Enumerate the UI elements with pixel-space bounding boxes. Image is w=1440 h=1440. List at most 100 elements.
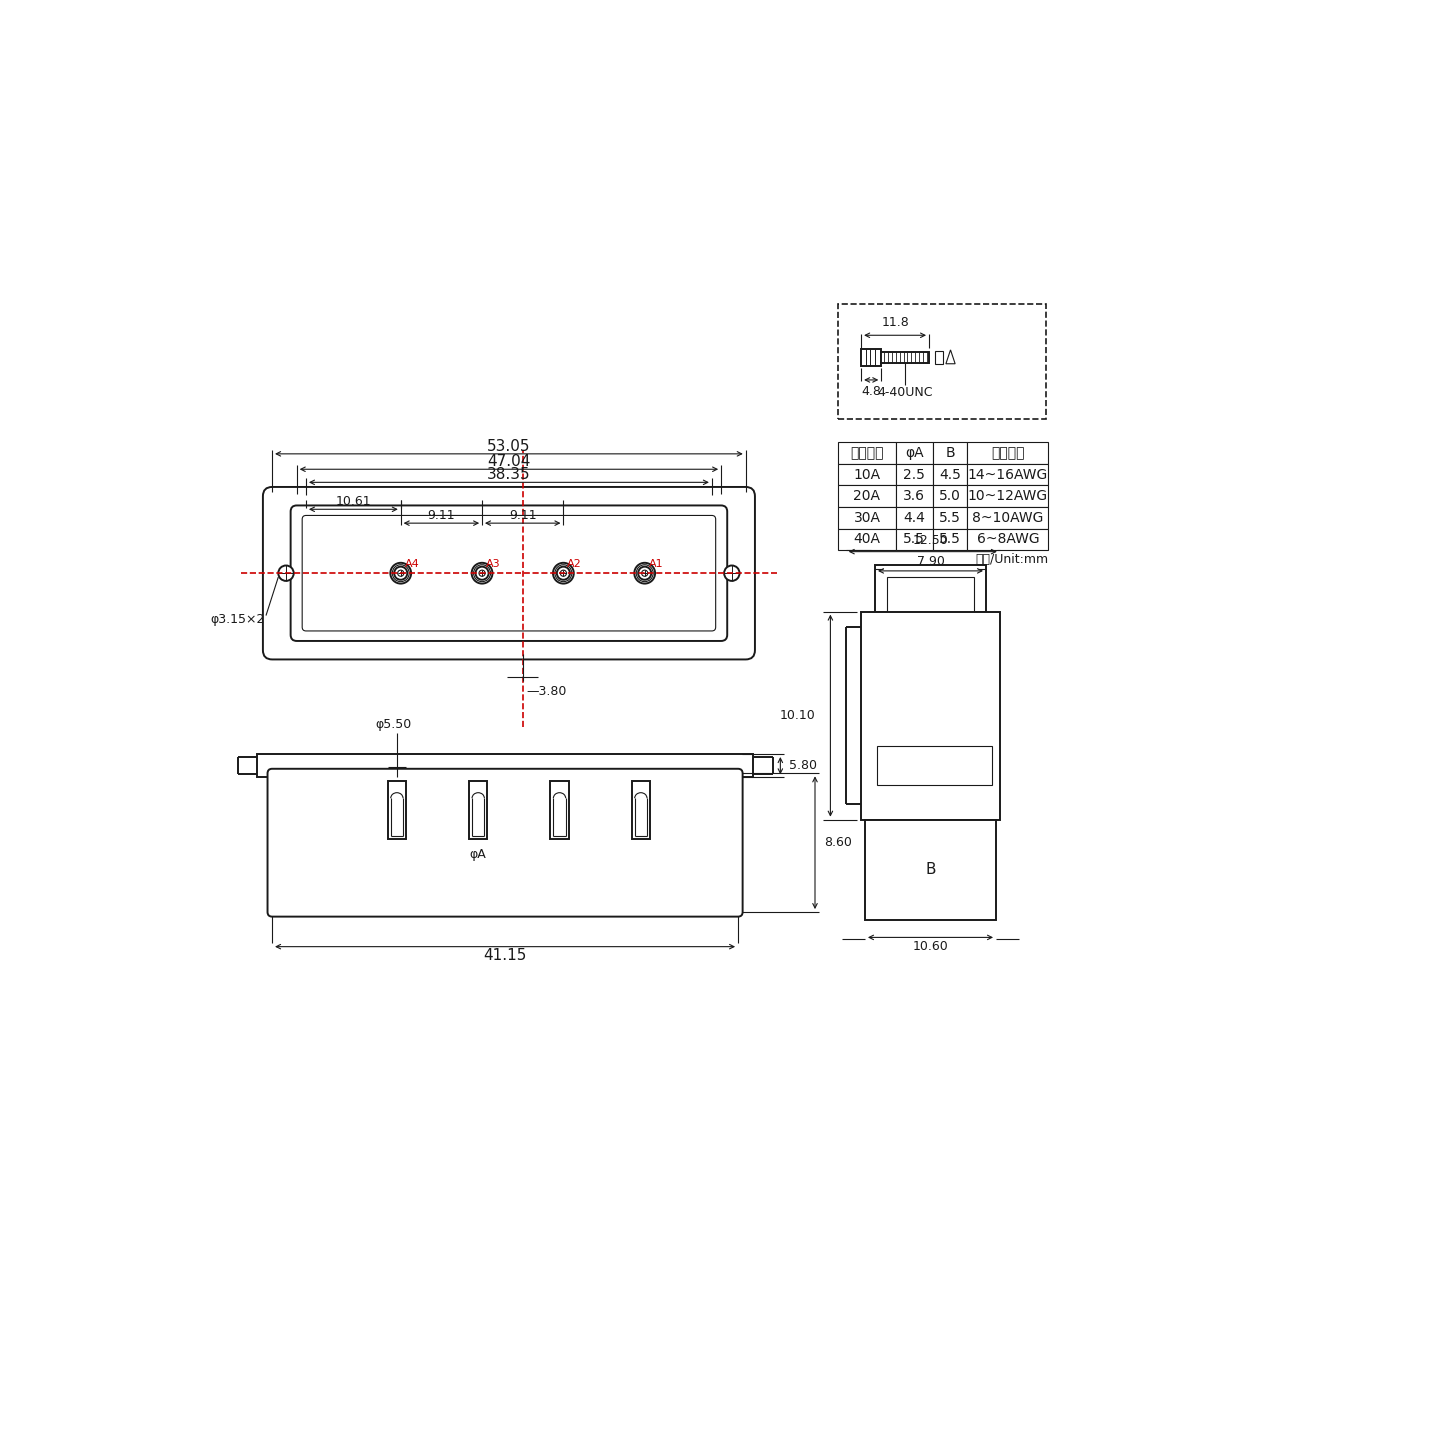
Bar: [968, 442, 1048, 464]
Bar: [968, 507, 1048, 528]
Circle shape: [636, 564, 654, 582]
FancyBboxPatch shape: [268, 769, 743, 917]
Text: 7.90: 7.90: [917, 556, 945, 569]
Text: 11.8: 11.8: [881, 317, 909, 330]
Text: 3.6: 3.6: [903, 490, 926, 503]
Bar: [935, 351, 943, 364]
Circle shape: [392, 564, 409, 582]
Text: 10.61: 10.61: [336, 495, 372, 508]
Text: φ5.50: φ5.50: [374, 719, 412, 732]
Bar: [887, 577, 975, 612]
Text: φ3.15×2: φ3.15×2: [210, 613, 265, 626]
Bar: [838, 464, 896, 485]
Text: A2: A2: [567, 559, 582, 569]
Text: 53.05: 53.05: [487, 439, 531, 454]
Polygon shape: [946, 350, 955, 364]
Bar: [861, 612, 999, 819]
Bar: [896, 464, 933, 485]
Bar: [838, 507, 896, 528]
Text: 5.80: 5.80: [789, 759, 818, 772]
Text: 额定电流: 额定电流: [850, 446, 884, 459]
Bar: [865, 819, 996, 920]
Text: 4.8: 4.8: [861, 384, 881, 397]
Text: 9.11: 9.11: [508, 508, 537, 521]
Bar: [968, 528, 1048, 550]
Text: 4.5: 4.5: [939, 468, 960, 481]
Text: 6~8AWG: 6~8AWG: [976, 533, 1040, 546]
Text: B: B: [926, 863, 936, 877]
Bar: [632, 780, 649, 840]
Circle shape: [390, 563, 412, 583]
Bar: [933, 507, 968, 528]
Text: 20A: 20A: [854, 490, 880, 503]
Text: 单位/Unit:mm: 单位/Unit:mm: [975, 553, 1048, 566]
Text: 5.5: 5.5: [903, 533, 926, 546]
Text: 38.35: 38.35: [487, 467, 531, 482]
Bar: [838, 528, 896, 550]
Text: 41.15: 41.15: [484, 949, 527, 963]
Bar: [933, 464, 968, 485]
Text: B: B: [945, 446, 955, 459]
Circle shape: [554, 564, 572, 582]
Text: 14~16AWG: 14~16AWG: [968, 468, 1048, 481]
Bar: [550, 780, 569, 840]
Bar: [896, 442, 933, 464]
Circle shape: [475, 567, 488, 580]
Bar: [838, 304, 1045, 419]
Bar: [256, 755, 753, 778]
Circle shape: [553, 563, 573, 583]
Text: A3: A3: [485, 559, 501, 569]
Bar: [896, 528, 933, 550]
Bar: [933, 485, 968, 507]
Bar: [861, 348, 881, 366]
Bar: [933, 528, 968, 550]
Bar: [877, 746, 992, 785]
Bar: [933, 442, 968, 464]
Text: 4-40UNC: 4-40UNC: [877, 386, 933, 399]
Text: A4: A4: [405, 559, 419, 569]
Text: φA: φA: [469, 848, 487, 861]
Text: 10A: 10A: [854, 468, 880, 481]
Text: 线材规格: 线材规格: [991, 446, 1025, 459]
Circle shape: [638, 567, 651, 580]
Text: 47.04: 47.04: [487, 454, 530, 469]
Circle shape: [472, 563, 492, 583]
Text: 5.5: 5.5: [939, 511, 960, 524]
Bar: [896, 507, 933, 528]
Text: 40A: 40A: [854, 533, 880, 546]
Bar: [838, 485, 896, 507]
Text: —3.80: —3.80: [527, 685, 567, 698]
Text: 10.60: 10.60: [913, 940, 949, 953]
Text: 9.11: 9.11: [428, 508, 455, 521]
Circle shape: [724, 566, 740, 580]
Bar: [968, 464, 1048, 485]
Bar: [968, 485, 1048, 507]
Circle shape: [557, 567, 570, 580]
Bar: [896, 485, 933, 507]
Circle shape: [642, 570, 648, 576]
Text: A1: A1: [648, 559, 664, 569]
Text: 10.10: 10.10: [779, 708, 815, 721]
Bar: [469, 780, 488, 840]
FancyBboxPatch shape: [291, 505, 727, 641]
Text: φA: φA: [904, 446, 923, 459]
Text: 12.50: 12.50: [913, 534, 949, 547]
Circle shape: [634, 563, 655, 583]
Bar: [387, 780, 406, 840]
FancyBboxPatch shape: [264, 487, 755, 660]
Text: 5.5: 5.5: [939, 533, 960, 546]
FancyBboxPatch shape: [302, 516, 716, 631]
Text: 8.60: 8.60: [824, 837, 852, 850]
Circle shape: [560, 570, 566, 576]
Circle shape: [474, 564, 491, 582]
Circle shape: [397, 570, 403, 576]
Text: 8~10AWG: 8~10AWG: [972, 511, 1044, 524]
Text: 2.5: 2.5: [903, 468, 926, 481]
Text: 5.0: 5.0: [939, 490, 960, 503]
Bar: [838, 442, 896, 464]
Circle shape: [480, 570, 485, 576]
Bar: [876, 566, 986, 612]
Circle shape: [395, 567, 408, 580]
Circle shape: [278, 566, 294, 580]
Text: Lofian: Lofian: [431, 544, 634, 602]
